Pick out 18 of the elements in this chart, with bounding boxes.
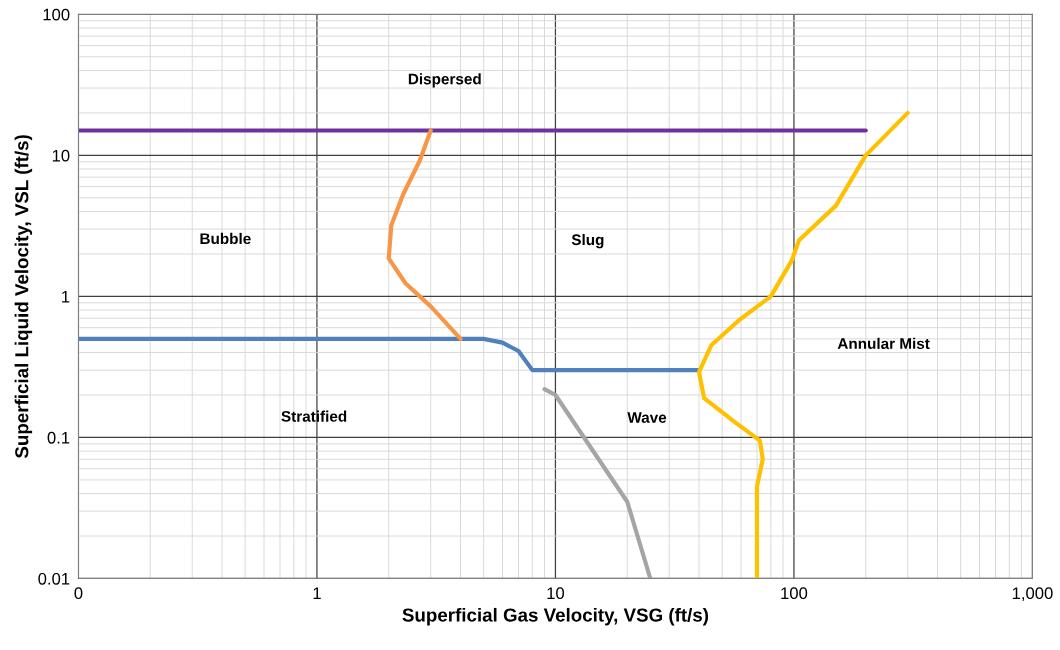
x-tick-label: 1,000: [1012, 587, 1053, 602]
y-tick-label: 0.1: [47, 431, 70, 444]
y-tick-label: 100: [43, 8, 70, 21]
x-tick-label: 0: [74, 587, 83, 600]
x-axis-title: Superficial Gas Velocity, VSG (ft/s): [402, 607, 709, 626]
y-axis-title: Superficial Liquid Velocity, VSL (ft/s): [14, 135, 33, 459]
annotation: Stratified: [281, 410, 347, 422]
annotation: Dispersed: [408, 73, 481, 88]
annotation: Bubble: [200, 232, 251, 245]
x-tick-label: 10: [547, 587, 565, 600]
y-tick-label: 10: [52, 149, 70, 162]
y-tick-label: 0.01: [38, 572, 70, 585]
x-tick-label: 1: [313, 587, 321, 599]
y-tick-label: 1: [62, 290, 70, 303]
annotation: Wave: [627, 412, 667, 423]
annotation: Slug: [571, 233, 604, 249]
x-tick-label: 100: [781, 587, 808, 600]
annotation: Annular Mist: [837, 337, 930, 350]
